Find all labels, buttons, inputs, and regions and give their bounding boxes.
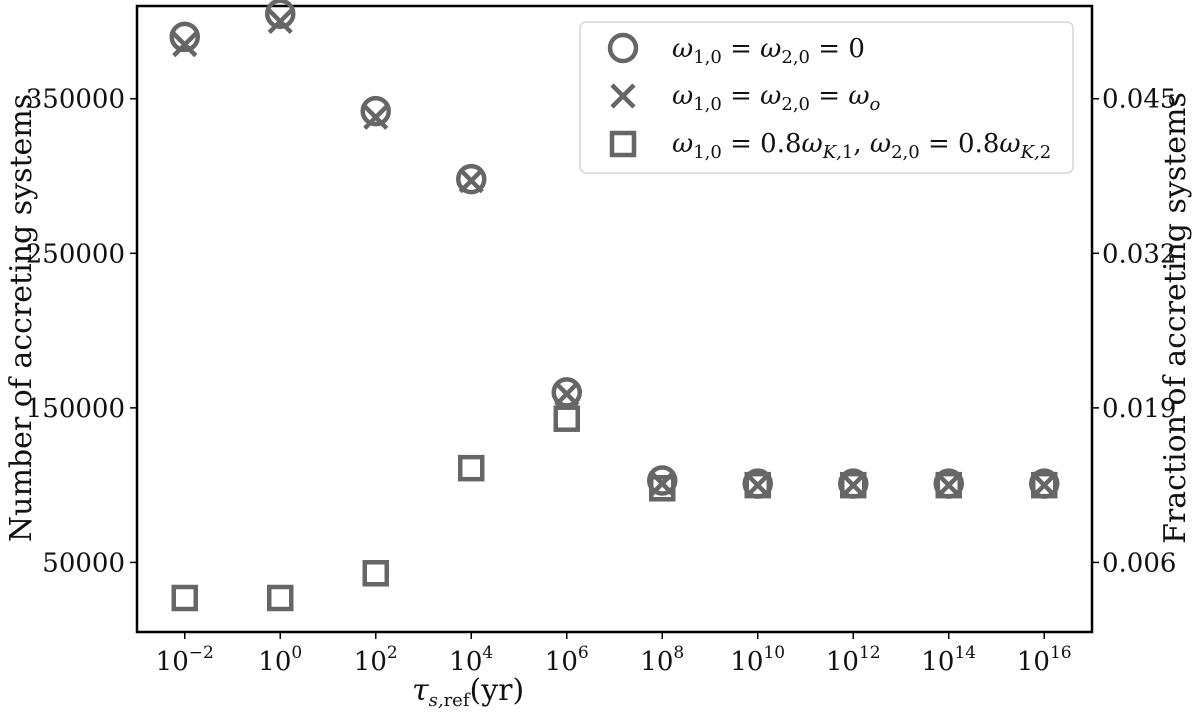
circle-point — [551, 377, 582, 408]
cross-point — [554, 381, 580, 407]
cross-point — [458, 168, 484, 194]
y-axis-left-title: Number of accreting systems — [4, 94, 39, 542]
legend-label-square: ω1,0 = 0.8ωK,1, ω2,0 = 0.8ωK,2 — [672, 129, 1051, 163]
series-square — [171, 405, 1058, 612]
y-tick-label-left: 50000 — [42, 548, 125, 578]
x-axis-ticks: 10−2 100 102 104 106 108 1010 1012 1014 1016 — [156, 632, 1072, 677]
y-axis-right-title: Fraction of accreting systems — [1158, 92, 1193, 544]
square-point — [458, 454, 485, 482]
y-tick-label-right: 0.032 — [1102, 239, 1176, 269]
cross-point-stroke — [554, 381, 580, 407]
square-point — [362, 560, 389, 587]
y-tick-label-right: 0.006 — [1102, 548, 1176, 578]
x-tick-exponent: 6 — [578, 643, 589, 663]
y-tick-label-left: 350000 — [26, 85, 125, 115]
square-point — [1031, 471, 1058, 499]
square-point — [649, 475, 676, 502]
x-tick-base: 10 — [545, 647, 578, 677]
x-tick-label: 108 — [640, 643, 684, 677]
cross-point-stroke — [363, 104, 389, 130]
cross-point-stroke — [936, 472, 962, 498]
cross-point-stroke — [840, 472, 866, 498]
y-tick-label-left: 150000 — [26, 394, 125, 424]
x-tick-exponent: 0 — [291, 643, 302, 663]
x-tick-base: 10 — [826, 647, 859, 677]
legend-markers — [607, 32, 639, 158]
x-tick-label: 1012 — [826, 643, 881, 677]
square-point — [840, 471, 867, 499]
x-tick-exponent: 10 — [763, 643, 785, 663]
cross-point — [936, 472, 962, 498]
legend: ω1,0 = ω2,0 = 0 ω1,0 = ω2,0 = ωo ω1,0 = … — [579, 21, 1074, 174]
square-point — [744, 471, 771, 499]
x-tick-exponent: 4 — [482, 643, 493, 663]
x-tick-base: 10 — [730, 647, 763, 677]
x-tick-label: 1014 — [921, 643, 976, 677]
circle-point — [169, 21, 200, 53]
cross-point-stroke — [1031, 472, 1057, 498]
y-tick-label-left: 250000 — [26, 239, 125, 269]
x-tick-label: 10−2 — [156, 643, 214, 677]
legend-circle-icon — [607, 32, 639, 64]
x-tick-label: 106 — [545, 643, 589, 677]
x-tick-base: 10 — [640, 647, 673, 677]
cross-point — [172, 32, 198, 58]
cross-point-stroke — [458, 168, 484, 194]
y-tick-label-right: 0.019 — [1102, 394, 1176, 424]
cross-point-stroke — [172, 32, 198, 58]
x-tick-base: 10 — [449, 647, 482, 677]
y-axis-right-ticks: 0.006 0.019 0.032 0.045 — [1092, 85, 1176, 578]
legend-square-icon — [609, 130, 637, 158]
square-point — [935, 471, 962, 499]
legend-cross-icon — [610, 83, 636, 109]
y-tick-label-right: 0.045 — [1102, 85, 1176, 115]
x-tick-exponent: 2 — [387, 643, 398, 663]
x-tick-exponent: 12 — [859, 643, 881, 663]
cross-point — [267, 8, 293, 35]
x-tick-base: 10 — [354, 647, 387, 677]
plot-frame — [135, 4, 1094, 634]
cross-point — [745, 472, 771, 498]
y-axis-left-ticks: 50000 150000 250000 350000 — [26, 85, 137, 578]
square-point — [171, 584, 198, 612]
x-tick-label: 104 — [449, 643, 493, 677]
cross-point — [1031, 472, 1057, 498]
x-tick-base: 10 — [258, 647, 291, 677]
x-axis-title: τs,ref(yr) — [412, 673, 524, 711]
legend-box — [579, 21, 1074, 174]
x-tick-exponent: 14 — [954, 643, 976, 663]
x-tick-base: 10 — [1017, 647, 1050, 677]
x-tick-exponent: 16 — [1050, 643, 1072, 663]
cross-point — [840, 472, 866, 498]
x-tick-label: 100 — [258, 643, 302, 677]
data-markers — [169, 0, 1060, 612]
x-tick-base: 10 — [921, 647, 954, 677]
x-tick-label: 102 — [354, 643, 398, 677]
circle-point — [360, 95, 391, 127]
legend-cross-icon-stroke — [610, 83, 636, 109]
x-tick-label: 1016 — [1017, 643, 1072, 677]
square-point — [267, 584, 294, 612]
cross-point — [363, 104, 389, 130]
x-tick-base: 10 — [156, 647, 189, 677]
cross-point-stroke — [267, 8, 293, 35]
x-tick-exponent: −2 — [189, 643, 214, 663]
x-tick-label: 1010 — [730, 643, 785, 677]
x-tick-exponent: 8 — [673, 643, 684, 663]
circle-point — [456, 163, 487, 195]
square-point — [553, 405, 580, 432]
circle-point — [265, 0, 296, 29]
series-cross — [172, 8, 1057, 498]
cross-point-stroke — [745, 472, 771, 498]
